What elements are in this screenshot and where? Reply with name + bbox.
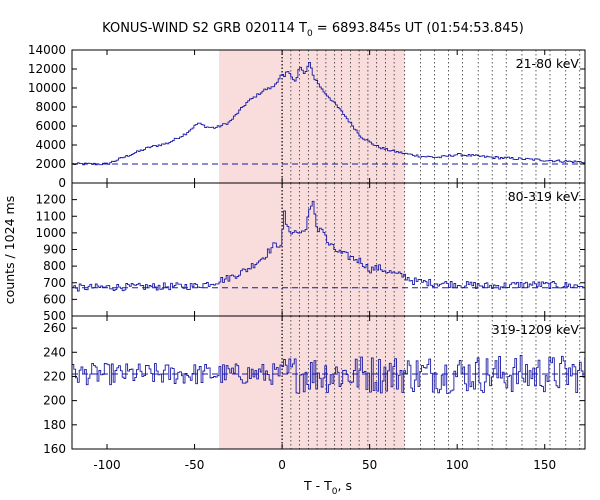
- y-tick-label: 260: [43, 321, 66, 335]
- y-tick-label: 1200: [35, 193, 66, 207]
- y-tick-label: 160: [43, 442, 66, 456]
- y-tick-label: 900: [43, 243, 66, 257]
- chart-title: KONUS-WIND S2 GRB 020114 T0 = 6893.845s …: [102, 21, 524, 39]
- y-tick-label: 14000: [28, 43, 66, 57]
- y-tick-label: 12000: [28, 62, 66, 76]
- y-tick-label: 8000: [35, 100, 66, 114]
- light-curve-series: [72, 61, 586, 166]
- y-tick-label: 800: [43, 259, 66, 273]
- panel-3: 160 180 200 220 240 260 319-1209 keV: [43, 315, 586, 456]
- y-tick-label: 600: [43, 292, 66, 306]
- y-tick-label: 2000: [35, 157, 66, 171]
- y-tick-label: 500: [43, 309, 66, 323]
- y-tick-label: 10000: [28, 81, 66, 95]
- y-tick-label: 1100: [35, 209, 66, 223]
- panel-2: 500 600 700 800 900 1000 1100 1200 80-319 keV: [35, 182, 586, 323]
- panel-energy-label: 319-1209 keV: [492, 322, 580, 337]
- y-tick-label: 4000: [35, 138, 66, 152]
- y-tick-label: 220: [43, 369, 66, 383]
- y-tick-label: 700: [43, 276, 66, 290]
- x-tick-label: 100: [446, 458, 469, 472]
- panel-energy-label: 21-80 keV: [516, 56, 580, 71]
- x-axis-title: T - T0, s: [303, 478, 352, 497]
- panel-1: 0 2000 4000 6000 8000 10000 12000 14000 21-80 ke…: [28, 43, 586, 190]
- x-tick-label: 150: [533, 458, 556, 472]
- panel-frame: [71, 315, 586, 450]
- panel-energy-label: 80-319 keV: [508, 189, 580, 204]
- y-tick-label: 200: [43, 394, 66, 408]
- x-tick-label: -100: [93, 458, 120, 472]
- y-tick-label: 240: [43, 345, 66, 359]
- y-tick-label: 180: [43, 418, 66, 432]
- light-curve-series: [72, 200, 586, 292]
- y-axis-title: counts / 1024 ms: [2, 196, 17, 304]
- x-tick-label: 50: [362, 458, 377, 472]
- x-tick-label: -50: [185, 458, 205, 472]
- y-tick-label: 1000: [35, 226, 66, 240]
- light-curve-series: [72, 355, 586, 394]
- y-tick-label: 6000: [35, 119, 66, 133]
- y-tick-label: 0: [58, 176, 66, 190]
- x-tick-label: 0: [278, 458, 286, 472]
